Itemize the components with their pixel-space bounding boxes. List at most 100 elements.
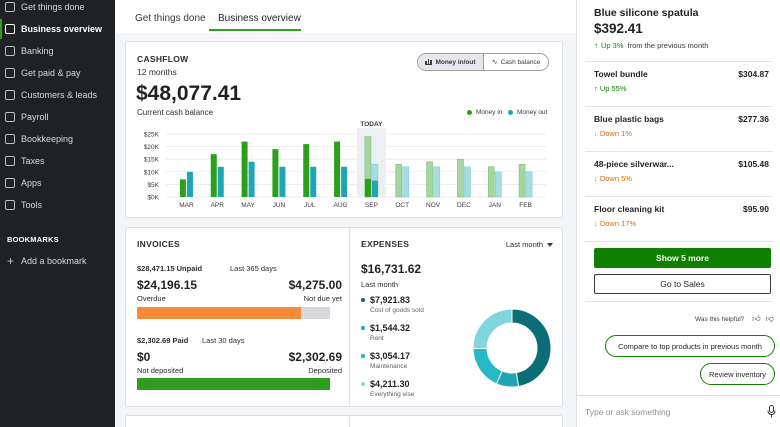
tab-get-things-done[interactable]: Get things done bbox=[135, 13, 206, 24]
sidebar-item-banking[interactable]: Banking bbox=[0, 41, 115, 61]
sidebar-item-customers-leads[interactable]: Customers & leads bbox=[0, 85, 115, 105]
x-tick-label: MAR bbox=[179, 202, 194, 209]
x-tick-label: NOV bbox=[426, 202, 441, 209]
bar-money-out-may[interactable] bbox=[248, 161, 255, 197]
bar-money-out-oct[interactable] bbox=[402, 166, 410, 198]
apps-icon bbox=[5, 178, 15, 188]
tab-bar: Get things done Business overview bbox=[115, 0, 576, 33]
bank-icon bbox=[5, 46, 15, 56]
thumbs-up-icon[interactable]: 👍︎ bbox=[752, 314, 761, 323]
sidebar-item-get-paid-pay[interactable]: Get paid & pay bbox=[0, 63, 115, 83]
bar-money-out-apr[interactable] bbox=[217, 166, 224, 197]
bar-money-in-dec[interactable] bbox=[457, 158, 464, 198]
bar-money-in-apr[interactable] bbox=[210, 154, 217, 197]
toggle-money-in-out[interactable]: Money in/out bbox=[418, 54, 483, 70]
toggle-cash-balance[interactable]: ∿ Cash balance bbox=[483, 54, 548, 70]
invoices-paid-period: Last 30 days bbox=[202, 336, 245, 345]
sidebar-item-apps[interactable]: Apps bbox=[0, 173, 115, 193]
bar-money-out-mar[interactable] bbox=[186, 171, 193, 197]
bar-money-in-feb[interactable] bbox=[518, 163, 526, 198]
bar-money-in-jan[interactable] bbox=[487, 166, 495, 198]
legend-money-in: Money in bbox=[467, 109, 502, 116]
sidebar-item-get-things-done[interactable]: Get things done bbox=[0, 0, 115, 17]
active-nav-indicator bbox=[0, 19, 2, 39]
add-bookmark-link[interactable]: + Add a bookmark bbox=[7, 254, 87, 268]
bar-money-out-jan[interactable] bbox=[494, 171, 502, 198]
expense-swatch bbox=[361, 382, 365, 386]
bar-money-out-nov[interactable] bbox=[433, 166, 440, 198]
sidebar-item-payroll[interactable]: Payroll bbox=[0, 107, 115, 127]
bar-money-in-mar[interactable] bbox=[179, 179, 186, 197]
legend-money-in-label: Money in bbox=[476, 109, 503, 116]
sidebar-item-label: Get paid & pay bbox=[21, 68, 81, 78]
bar-money-out-aug[interactable] bbox=[341, 166, 348, 197]
bar-money-out-dec[interactable] bbox=[464, 166, 471, 198]
bar-money-in-jun[interactable] bbox=[272, 149, 279, 197]
invoices-deposited-label: Deposited bbox=[308, 366, 342, 375]
go-to-sales-button[interactable]: Go to Sales bbox=[594, 274, 771, 294]
sidebar-item-business-overview[interactable]: Business overview bbox=[0, 19, 115, 39]
x-tick-label: OCT bbox=[395, 202, 409, 209]
bar-money-in-oct[interactable] bbox=[395, 163, 403, 198]
sidebar-item-label: Get things done bbox=[21, 2, 85, 12]
sidebar-item-taxes[interactable]: Taxes bbox=[0, 151, 115, 171]
expenses-period-select[interactable]: Last month bbox=[506, 240, 553, 249]
product-price: $105.48 bbox=[738, 159, 769, 169]
donut-slice-everything-else[interactable] bbox=[472, 308, 513, 349]
thumbs-down-icon[interactable]: 👎︎ bbox=[765, 314, 774, 323]
sidebar-item-label: Taxes bbox=[21, 156, 45, 166]
cashflow-view-toggle[interactable]: Money in/out ∿ Cash balance bbox=[417, 53, 549, 71]
bar-money-in-aug[interactable] bbox=[334, 141, 341, 197]
product-name: Towel bundle bbox=[594, 69, 648, 79]
product-price: $304.87 bbox=[738, 69, 769, 79]
bar-chart-icon bbox=[425, 59, 433, 65]
legend-money-out-swatch bbox=[508, 110, 513, 115]
payment-icon bbox=[5, 68, 15, 78]
expenses-period: Last month bbox=[361, 280, 399, 289]
invoices-notdeposited-amount: $0 bbox=[137, 350, 151, 364]
expense-amount: $4,211.30 bbox=[370, 379, 410, 389]
donut-slice-maintenance[interactable] bbox=[472, 347, 503, 385]
top-product-trend: ↑ Up 3% from the previous month bbox=[594, 41, 708, 50]
divider bbox=[585, 151, 773, 152]
bar-money-out-jun[interactable] bbox=[279, 166, 286, 197]
divider bbox=[585, 301, 773, 302]
divider bbox=[585, 196, 773, 197]
show-more-button[interactable]: Show 5 more bbox=[594, 248, 771, 268]
microphone-icon[interactable] bbox=[767, 405, 776, 418]
donut-slice-cost-of-goods-sold[interactable] bbox=[511, 308, 552, 388]
y-tick-label: $20K bbox=[144, 144, 160, 151]
bar-money-out-jul[interactable] bbox=[310, 166, 317, 197]
invoices-overdue-amount: $24,196.15 bbox=[137, 278, 198, 292]
expense-category: Maintenance bbox=[370, 363, 408, 370]
divider bbox=[585, 106, 773, 107]
invoices-overdue-bar-fill bbox=[137, 307, 302, 319]
invoices-paid-bar[interactable] bbox=[137, 378, 330, 390]
bar-money-in-may[interactable] bbox=[241, 141, 248, 197]
top-product-name: Blue silicone spatula bbox=[594, 7, 699, 19]
sidebar-item-label: Apps bbox=[21, 178, 42, 188]
product-name: Floor cleaning kit bbox=[594, 204, 665, 214]
bar-money-in-nov[interactable] bbox=[426, 161, 433, 198]
invoices-unpaid-bar[interactable] bbox=[137, 307, 330, 319]
today-label: TODAY bbox=[360, 121, 383, 128]
cashflow-amount: $48,077.41 bbox=[136, 82, 242, 105]
review-inventory-button[interactable]: Review inventory bbox=[700, 363, 775, 385]
expense-category: Everything else bbox=[370, 391, 415, 398]
sidebar-item-label: Customers & leads bbox=[21, 90, 98, 100]
ask-input[interactable] bbox=[585, 404, 755, 420]
sidebar-item-tools[interactable]: Tools bbox=[0, 195, 115, 215]
product-change: Up 55% bbox=[599, 84, 627, 93]
expenses-card: EXPENSES Last month $16,731.62 Last mont… bbox=[349, 227, 563, 407]
compare-previous-month-button[interactable]: Compare to top products in previous mont… bbox=[605, 335, 775, 357]
sidebar-item-label: Tools bbox=[21, 200, 43, 210]
product-change: Down 1% bbox=[599, 129, 632, 138]
arrow-down-icon: ↓ bbox=[594, 219, 600, 228]
bar-money-out-feb[interactable] bbox=[525, 171, 533, 198]
product-trend: ↑ Up 55% bbox=[594, 84, 627, 93]
bookmarks-heading: BOOKMARKS bbox=[7, 235, 59, 244]
legend-money-in-swatch bbox=[467, 110, 472, 115]
sidebar-item-bookkeeping[interactable]: Bookkeeping bbox=[0, 129, 115, 149]
tab-business-overview[interactable]: Business overview bbox=[218, 13, 301, 24]
bar-money-in-jul[interactable] bbox=[303, 144, 310, 197]
